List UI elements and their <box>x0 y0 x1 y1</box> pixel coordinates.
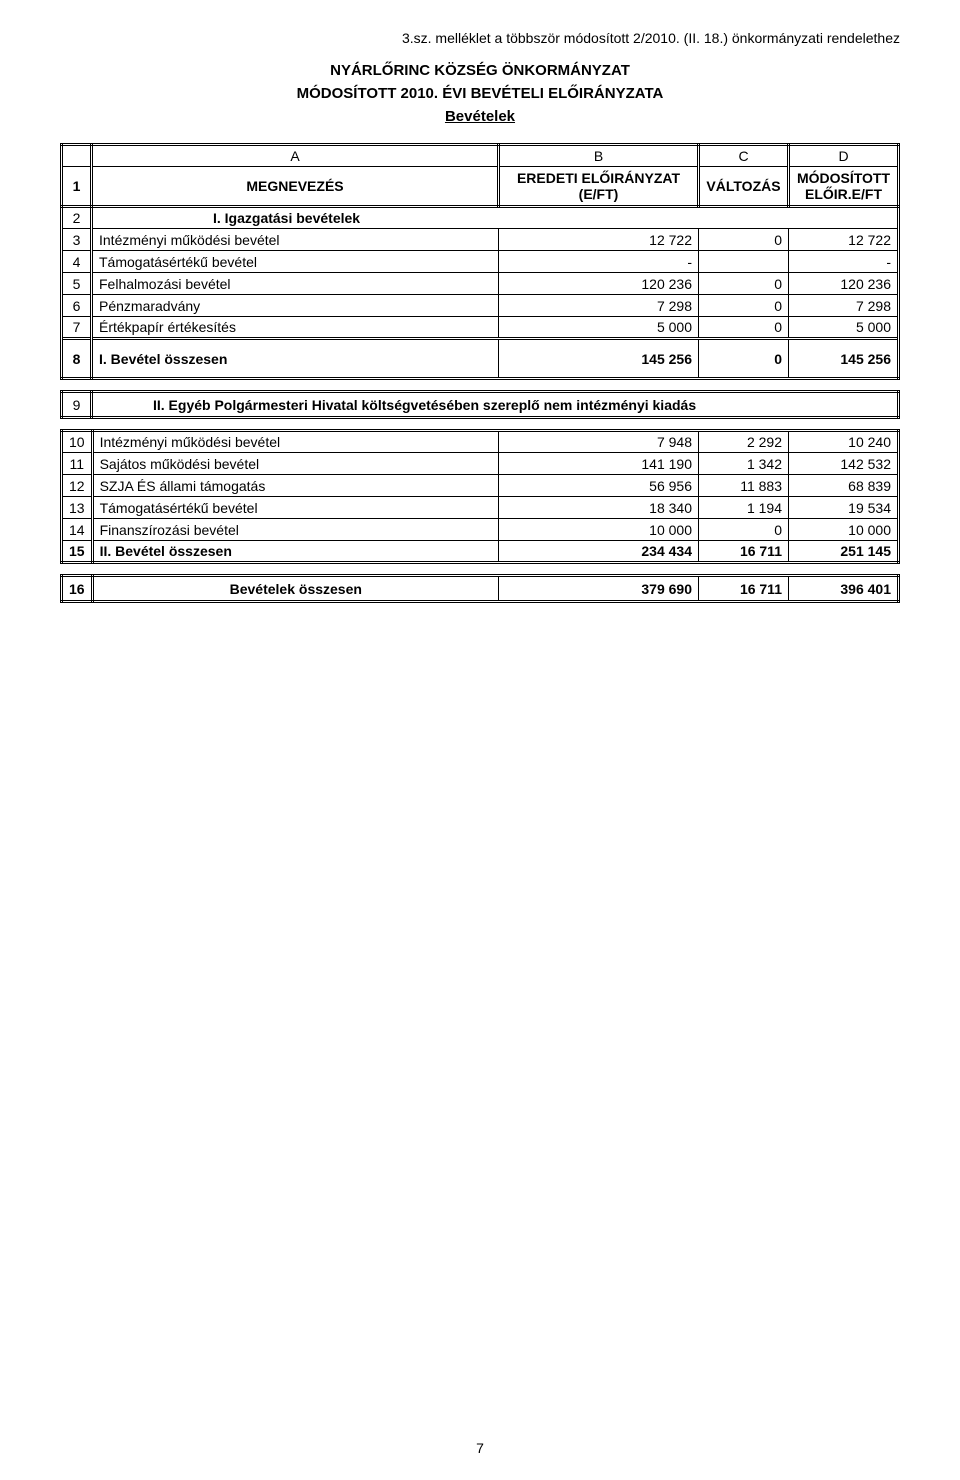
section2-title: II. Egyéb Polgármesteri Hivatal költségv… <box>92 392 899 418</box>
grand-total-orig: 379 690 <box>499 576 699 602</box>
row-mod: - <box>789 251 899 273</box>
section1-total-label: I. Bevétel összesen <box>92 339 499 379</box>
row-label: Sajátos működési bevétel <box>92 453 498 475</box>
row-orig: 10 000 <box>499 519 699 541</box>
row-num: 14 <box>62 519 93 541</box>
grand-total-chg: 16 711 <box>699 576 789 602</box>
row-label: Értékpapír értékesítés <box>92 317 499 339</box>
row-orig: 56 956 <box>499 475 699 497</box>
grand-total-table: 16 Bevételek összesen 379 690 16 711 396… <box>60 574 900 603</box>
row-orig: 141 190 <box>499 453 699 475</box>
revenue-table-3: 10 Intézményi működési bevétel 7 948 2 2… <box>60 429 900 564</box>
row-mod: 10 240 <box>789 431 899 453</box>
section1-title: I. Igazgatási bevételek <box>92 207 899 229</box>
row-label: Intézményi működési bevétel <box>92 229 499 251</box>
row-num: 12 <box>62 475 93 497</box>
row-mod: 5 000 <box>789 317 899 339</box>
row-chg: 0 <box>699 317 789 339</box>
row-label: Felhalmozási bevétel <box>92 273 499 295</box>
row-chg: 0 <box>699 295 789 317</box>
row-mod: 19 534 <box>789 497 899 519</box>
row-num: 9 <box>62 392 92 418</box>
row-num: 7 <box>62 317 92 339</box>
row-num: 10 <box>62 431 93 453</box>
header-name: MEGNEVEZÉS <box>92 167 499 207</box>
row-orig: 18 340 <box>499 497 699 519</box>
section1-total-chg: 0 <box>699 339 789 379</box>
row-chg: 2 292 <box>699 431 789 453</box>
section2-total-chg: 16 711 <box>699 541 789 563</box>
row-num: 11 <box>62 453 93 475</box>
row-num: 13 <box>62 497 93 519</box>
row-num: 6 <box>62 295 92 317</box>
col-blank <box>62 145 92 167</box>
subtitle: Bevételek <box>60 108 900 125</box>
row-mod: 10 000 <box>789 519 899 541</box>
row-mod: 7 298 <box>789 295 899 317</box>
row-num: 5 <box>62 273 92 295</box>
row-num: 2 <box>62 207 92 229</box>
attachment-reference: 3.sz. melléklet a többször módosított 2/… <box>60 30 900 46</box>
row-orig: 120 236 <box>499 273 699 295</box>
row-label: Finanszírozási bevétel <box>92 519 498 541</box>
row-orig: 5 000 <box>499 317 699 339</box>
section1-total-orig: 145 256 <box>499 339 699 379</box>
row-chg: 1 194 <box>699 497 789 519</box>
row-orig: 7 948 <box>499 431 699 453</box>
header-num: 1 <box>62 167 92 207</box>
section1-total-mod: 145 256 <box>789 339 899 379</box>
row-mod: 12 722 <box>789 229 899 251</box>
title-line-2: MÓDOSÍTOTT 2010. ÉVI BEVÉTELI ELŐIRÁNYZA… <box>60 85 900 102</box>
row-mod: 68 839 <box>789 475 899 497</box>
title-line-1: NYÁRLŐRINC KÖZSÉG ÖNKORMÁNYZAT <box>60 62 900 79</box>
section2-total-label: II. Bevétel összesen <box>92 541 498 563</box>
row-label: Intézményi működési bevétel <box>92 431 498 453</box>
row-num: 8 <box>62 339 92 379</box>
row-orig: - <box>499 251 699 273</box>
header-mod: MÓDOSÍTOTT ELŐIR.E/FT <box>789 167 899 207</box>
col-a: A <box>92 145 499 167</box>
row-label: Pénzmaradvány <box>92 295 499 317</box>
section2-total-mod: 251 145 <box>789 541 899 563</box>
row-chg: 11 883 <box>699 475 789 497</box>
row-label: SZJA ÉS állami támogatás <box>92 475 498 497</box>
col-d: D <box>789 145 899 167</box>
row-label: Támogatásértékű bevétel <box>92 251 499 273</box>
section2-total-orig: 234 434 <box>499 541 699 563</box>
grand-total-label: Bevételek összesen <box>92 576 498 602</box>
row-label: Támogatásértékű bevétel <box>92 497 498 519</box>
row-num: 16 <box>62 576 93 602</box>
row-mod: 120 236 <box>789 273 899 295</box>
revenue-table: A B C D 1 MEGNEVEZÉS EREDETI ELŐIRÁNYZAT… <box>60 143 900 380</box>
row-chg: 0 <box>699 229 789 251</box>
row-chg <box>699 251 789 273</box>
row-chg: 0 <box>699 519 789 541</box>
revenue-table-2: 9 II. Egyéb Polgármesteri Hivatal költsé… <box>60 390 900 419</box>
header-orig: EREDETI ELŐIRÁNYZAT (E/FT) <box>499 167 699 207</box>
row-chg: 0 <box>699 273 789 295</box>
col-b: B <box>499 145 699 167</box>
row-num: 4 <box>62 251 92 273</box>
grand-total-mod: 396 401 <box>789 576 899 602</box>
header-change: VÁLTOZÁS <box>699 167 789 207</box>
row-num: 3 <box>62 229 92 251</box>
row-num: 15 <box>62 541 93 563</box>
page-number: 7 <box>0 1440 960 1456</box>
row-orig: 7 298 <box>499 295 699 317</box>
row-mod: 142 532 <box>789 453 899 475</box>
row-orig: 12 722 <box>499 229 699 251</box>
col-c: C <box>699 145 789 167</box>
row-chg: 1 342 <box>699 453 789 475</box>
